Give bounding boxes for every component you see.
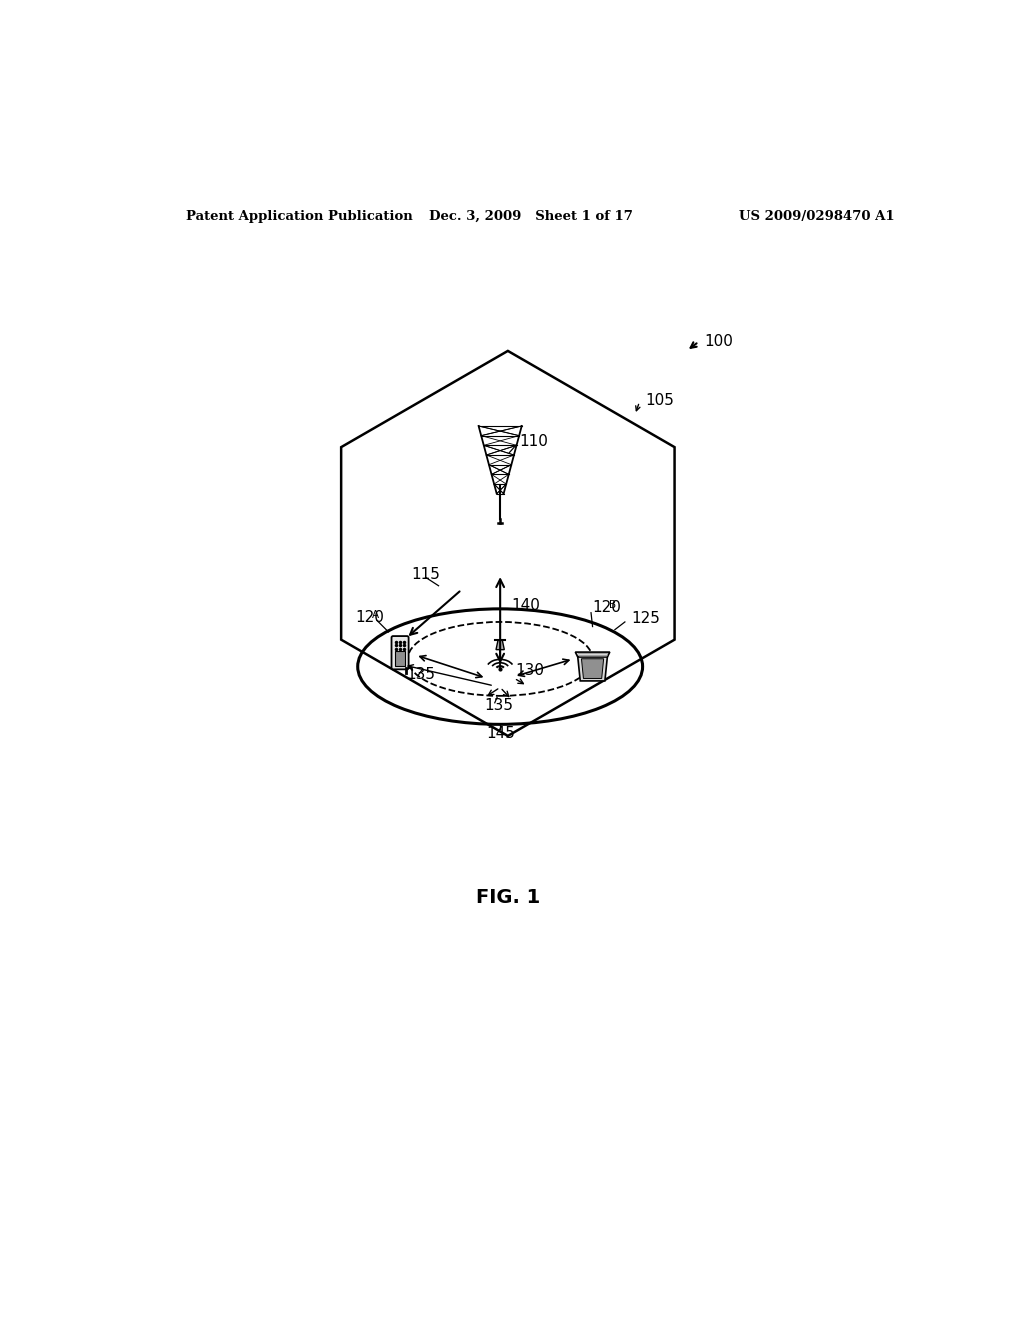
Polygon shape bbox=[582, 659, 603, 678]
Text: 145: 145 bbox=[486, 726, 515, 741]
FancyBboxPatch shape bbox=[391, 636, 409, 669]
Text: Patent Application Publication: Patent Application Publication bbox=[186, 210, 413, 223]
Text: 125: 125 bbox=[631, 611, 659, 627]
Text: 100: 100 bbox=[705, 334, 733, 350]
Text: 130: 130 bbox=[515, 663, 545, 678]
Text: US 2009/0298470 A1: US 2009/0298470 A1 bbox=[739, 210, 895, 223]
Text: A: A bbox=[373, 610, 380, 620]
Text: 140: 140 bbox=[511, 598, 540, 612]
Polygon shape bbox=[575, 652, 610, 657]
Text: FIG. 1: FIG. 1 bbox=[476, 888, 540, 907]
Bar bbox=[395, 651, 406, 665]
Text: Dec. 3, 2009   Sheet 1 of 17: Dec. 3, 2009 Sheet 1 of 17 bbox=[429, 210, 633, 223]
Text: 120: 120 bbox=[593, 599, 622, 615]
Text: 135: 135 bbox=[484, 697, 514, 713]
Text: 115: 115 bbox=[412, 566, 440, 582]
Text: 120: 120 bbox=[355, 610, 384, 624]
Text: 110: 110 bbox=[519, 434, 548, 449]
Text: B: B bbox=[609, 601, 616, 610]
Text: 105: 105 bbox=[645, 393, 674, 408]
Polygon shape bbox=[496, 640, 504, 649]
Polygon shape bbox=[578, 657, 607, 681]
Text: 135: 135 bbox=[407, 667, 435, 682]
